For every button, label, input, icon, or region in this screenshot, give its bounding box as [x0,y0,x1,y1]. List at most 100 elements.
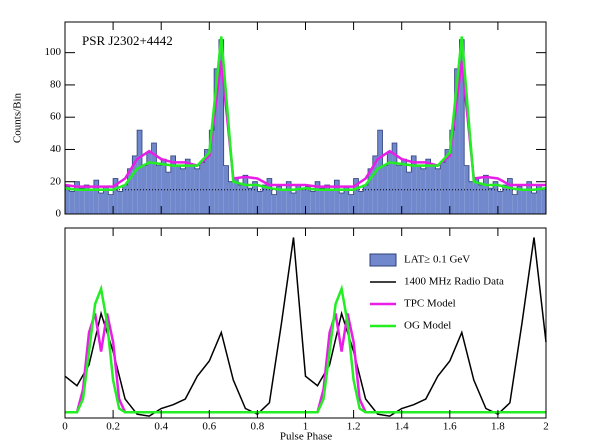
histogram-bar [276,186,282,214]
histogram-bar [300,188,306,214]
histogram-bar [507,178,513,214]
histogram-bar [84,184,90,214]
histogram-bar [425,159,431,214]
histogram-bar [180,168,186,214]
histogram-bar [185,159,191,214]
histogram-bar [459,39,465,215]
histogram-bar [151,143,157,214]
histogram-bar [291,193,296,214]
histogram-bar [541,188,546,214]
histogram-bar [363,184,369,214]
histogram-bar [464,165,470,214]
histogram-bar [396,165,402,214]
histogram-bar [521,189,527,214]
x-tick-label: 1.8 [491,421,505,433]
histogram-bar [440,162,445,214]
histogram-bar [334,180,340,214]
histogram-bar [267,178,272,214]
y-tick-label: 60 [50,111,62,123]
histogram-bar [281,189,287,214]
histogram-bar [526,181,532,214]
histogram-bar [199,162,205,214]
histogram-bar [194,168,200,214]
histogram-bar [469,181,474,214]
histogram-bar [257,191,263,214]
x-tick-label: 0.8 [251,421,265,433]
histogram-bar [372,155,378,214]
y-tick-label: 0 [56,208,62,220]
histogram-bar [478,184,484,214]
histogram-bar [401,159,407,214]
histogram-bar [430,165,436,214]
x-tick-label: 1.4 [395,421,409,433]
histogram-bar [132,155,138,214]
histogram-bar [444,149,450,214]
histogram-bar [252,181,258,214]
histogram-bar [329,189,335,214]
x-tick-label: 0.4 [154,421,168,433]
histogram-bar [411,155,417,214]
histogram-bar [122,184,128,214]
histogram-bar [512,194,518,214]
x-tick-label: 2 [543,421,549,433]
histogram-bar [209,130,215,214]
histogram-bar [127,168,133,214]
histogram-bar [247,188,253,214]
histogram-bar [305,186,311,214]
x-tick-label: 0.2 [106,421,120,433]
x-axis-label: Pulse Phase [280,431,332,443]
x-tick-label: 1.6 [443,421,457,433]
histogram-bar [137,130,142,214]
histogram-bar [454,68,460,214]
histogram-bar [74,181,80,214]
histogram-bar [218,39,224,215]
histogram-bar [93,180,99,214]
annotation: PSR J2302+4442 [82,33,173,48]
histogram-bar [98,193,104,214]
histogram-bar [435,168,441,214]
histogram-bar [392,143,397,214]
histogram-bar [420,168,426,214]
x-tick-label: 1 [303,421,309,433]
histogram-bar [117,191,123,214]
histogram-bar [89,189,94,214]
x-tick-label: 0 [62,421,68,433]
histogram-bar [488,188,494,214]
histogram-bar [353,178,359,214]
histogram-bar [324,184,330,214]
histogram-bar [242,175,248,214]
histogram-bar [406,172,412,214]
model-line [64,36,547,192]
legend-label: 1400 MHz Radio Data [404,276,504,288]
histogram-bar [315,181,320,214]
y-tick-label: 40 [50,143,62,155]
histogram-bar [69,191,75,214]
histogram-bar [348,194,354,214]
histogram-bar [262,184,268,214]
histogram-bar [502,184,508,214]
histogram-bar [214,68,219,214]
histogram-bar [223,165,229,214]
histogram-bar [233,178,239,214]
histogram-bar [368,168,373,214]
histogram-bar [146,152,152,214]
histogram-bar [65,186,70,214]
histogram-bar [141,165,147,214]
histogram-bar [238,184,243,214]
histogram-bar [204,149,210,214]
histogram-bar [377,130,383,214]
histogram-bar [190,165,195,214]
y-axis-label: Counts/Bin [12,92,24,143]
legend-label: LAT≥ 0.1 GeV [404,254,470,266]
histogram-bar [497,191,503,214]
histogram-bar [483,175,489,214]
histogram-bar [113,178,118,214]
y-tick-label: 80 [50,78,62,90]
histogram-bar [536,184,542,214]
histogram-bar [387,152,393,214]
y-tick-label: 20 [50,175,62,187]
histogram-bar [166,172,171,214]
histogram-bar [531,193,537,214]
